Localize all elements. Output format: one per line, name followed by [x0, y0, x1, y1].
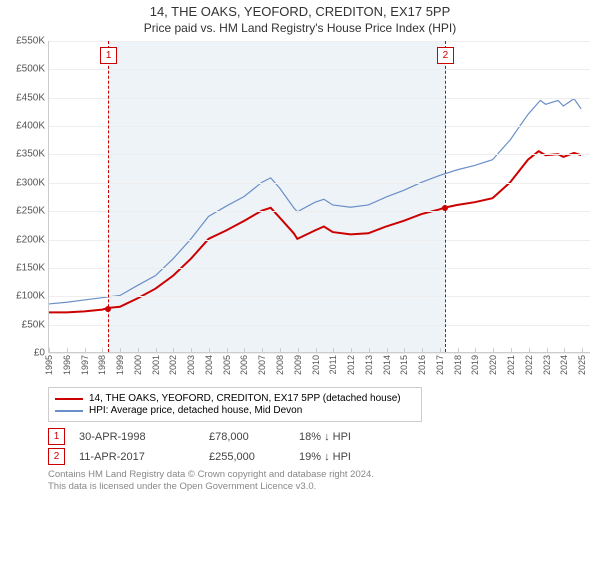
xtick-label: 2010 — [311, 355, 321, 375]
marker-diff: 18% ↓ HPI — [299, 431, 419, 443]
legend-label-series2: HPI: Average price, detached house, Mid … — [89, 405, 302, 416]
ytick-label: £150K — [16, 262, 49, 273]
xtick-label: 1997 — [80, 355, 90, 375]
marker-date: 30-APR-1998 — [79, 431, 209, 443]
xtick-label: 2011 — [328, 355, 338, 374]
xtick-label: 2019 — [470, 355, 480, 375]
xtick-label: 1996 — [62, 355, 72, 375]
legend-box: 14, THE OAKS, YEOFORD, CREDITON, EX17 5P… — [48, 387, 422, 422]
xtick-label: 1995 — [44, 355, 54, 375]
attribution-line1: Contains HM Land Registry data © Crown c… — [48, 469, 588, 481]
ytick-label: £350K — [16, 149, 49, 160]
xtick-label: 2007 — [257, 355, 267, 375]
xtick-label: 2000 — [133, 355, 143, 375]
marker-table-box: 1 — [48, 428, 65, 445]
xtick-label: 2023 — [542, 355, 552, 375]
xtick-label: 1998 — [97, 355, 107, 375]
ytick-label: £450K — [16, 92, 49, 103]
markers-table: 1 30-APR-1998£78,00018% ↓ HPI 2 11-APR-2017… — [48, 428, 588, 465]
xtick-label: 2020 — [488, 355, 498, 375]
ytick-label: £100K — [16, 291, 49, 302]
ytick-label: £250K — [16, 206, 49, 217]
ytick-label: £550K — [16, 36, 49, 47]
xtick-label: 2012 — [346, 355, 356, 375]
xtick-label: 2025 — [577, 355, 587, 375]
xtick-label: 2002 — [168, 355, 178, 375]
attribution-line2: This data is licensed under the Open Gov… — [48, 481, 588, 493]
attribution-text: Contains HM Land Registry data © Crown c… — [48, 469, 588, 494]
xtick-label: 2001 — [151, 355, 161, 375]
chart-title: 14, THE OAKS, YEOFORD, CREDITON, EX17 5P… — [0, 4, 600, 19]
ytick-label: £200K — [16, 234, 49, 245]
marker-row: 1 30-APR-1998£78,00018% ↓ HPI — [48, 428, 588, 445]
ytick-label: £500K — [16, 64, 49, 75]
xtick-label: 2024 — [559, 355, 569, 375]
ytick-label: £400K — [16, 121, 49, 132]
line-chart-svg — [49, 41, 590, 352]
xtick-label: 1999 — [115, 355, 125, 375]
xtick-label: 2014 — [382, 355, 392, 375]
xtick-label: 2018 — [453, 355, 463, 375]
marker-date: 11-APR-2017 — [79, 451, 209, 463]
xtick-label: 2015 — [399, 355, 409, 375]
marker-price: £255,000 — [209, 451, 299, 463]
xtick-label: 2022 — [524, 355, 534, 375]
xtick-label: 2004 — [204, 355, 214, 375]
marker-row: 2 11-APR-2017£255,00019% ↓ HPI — [48, 448, 588, 465]
xtick-label: 2003 — [186, 355, 196, 375]
marker-box-1: 1 — [100, 47, 117, 64]
ytick-label: £300K — [16, 177, 49, 188]
xtick-label: 2006 — [239, 355, 249, 375]
legend-label-series1: 14, THE OAKS, YEOFORD, CREDITON, EX17 5P… — [89, 393, 401, 404]
legend-swatch-series2 — [55, 410, 83, 412]
xtick-label: 2021 — [506, 355, 516, 375]
xtick-label: 2009 — [293, 355, 303, 375]
legend-item-series2: HPI: Average price, detached house, Mid … — [55, 405, 415, 416]
plot-area: £0£50K£100K£150K£200K£250K£300K£350K£400… — [48, 41, 590, 353]
ytick-label: £50K — [22, 319, 49, 330]
xtick-label: 2013 — [364, 355, 374, 375]
marker-diff: 19% ↓ HPI — [299, 451, 419, 463]
legend-item-series1: 14, THE OAKS, YEOFORD, CREDITON, EX17 5P… — [55, 393, 415, 404]
xtick-label: 2017 — [435, 355, 445, 375]
chart-area: £0£50K£100K£150K£200K£250K£300K£350K£400… — [48, 41, 590, 381]
marker-table-box: 2 — [48, 448, 65, 465]
xtick-label: 2016 — [417, 355, 427, 375]
xtick-label: 2008 — [275, 355, 285, 375]
xtick-label: 2005 — [222, 355, 232, 375]
legend-swatch-series1 — [55, 398, 83, 400]
chart-subtitle: Price paid vs. HM Land Registry's House … — [0, 21, 600, 35]
marker-box-2: 2 — [437, 47, 454, 64]
marker-price: £78,000 — [209, 431, 299, 443]
